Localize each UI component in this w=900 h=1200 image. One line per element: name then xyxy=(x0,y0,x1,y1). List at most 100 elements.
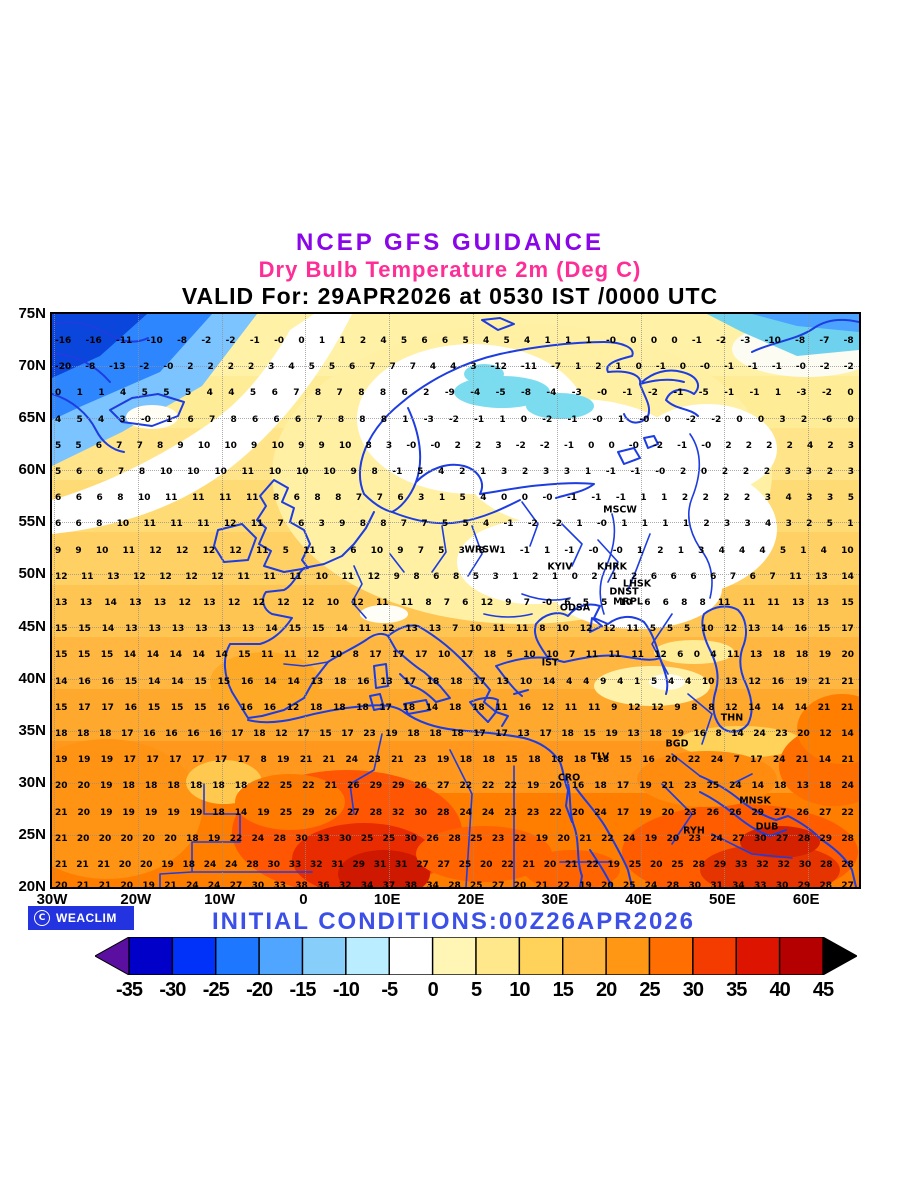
temperature-row: 21 20 20 20 20 20 18 19 22 24 28 30 33 30 25 25 30 26 28 25… xyxy=(55,834,854,844)
temperature-value: 5 xyxy=(163,388,170,399)
temperature-value: 24 xyxy=(622,833,636,844)
temperature-value: 0 xyxy=(679,362,687,373)
temperature-value: 30 xyxy=(688,881,701,889)
temperature-value: 15 xyxy=(100,650,114,661)
temperature-value: 24 xyxy=(186,881,199,889)
colorbar-tick-label: 20 xyxy=(596,979,617,1001)
temperature-value: 26 xyxy=(729,807,742,818)
temperature-value: 32 xyxy=(310,860,323,870)
temperature-value: 1 xyxy=(800,545,807,556)
temperature-value: 7 xyxy=(729,571,737,582)
temperature-value: 12 xyxy=(211,571,224,582)
temperature-value: 29 xyxy=(713,860,727,870)
temperature-value: 11 xyxy=(237,571,250,582)
temperature-value: 3 xyxy=(458,545,465,556)
valid-time-line: VALID For: 29APR2026 at 0530 IST /0000 U… xyxy=(181,283,719,309)
temperature-value: 11 xyxy=(742,598,756,608)
temperature-value: 14 xyxy=(171,676,184,687)
temperature-value: 13 xyxy=(815,571,828,582)
temperature-value: 18 xyxy=(774,781,787,792)
temperature-value: 24 xyxy=(729,781,742,792)
temperature-value: 11 xyxy=(495,702,508,713)
temperature-value: 5 xyxy=(649,624,657,635)
temperature-value: 20 xyxy=(661,807,675,818)
temperature-value: 14 xyxy=(751,781,765,792)
temperature-value: -8 xyxy=(177,336,188,346)
temperature-value: 21 xyxy=(795,755,809,766)
temperature-value: 8 xyxy=(230,414,237,425)
lon-label: 0 xyxy=(299,891,308,908)
temperature-value: 6 xyxy=(251,414,259,425)
city-label-tlv: TLV xyxy=(590,751,610,763)
temperature-value: 5 xyxy=(400,336,408,346)
temperature-value: 20 xyxy=(480,860,493,870)
temperature-row: 15 17 17 16 15 15 15 16 16 16 12 18 18 18 17 18 14 18 18 11… xyxy=(55,703,854,713)
temperature-value: 12 xyxy=(724,624,737,635)
temperature-value: 5 xyxy=(503,336,510,346)
temperature-value: 18 xyxy=(407,729,420,739)
temperature-value: 6 xyxy=(650,571,658,582)
temperature-value: 19 xyxy=(277,755,290,766)
temperature-value: 18 xyxy=(77,729,90,739)
temperature-value: 14 xyxy=(425,702,439,713)
temperature-value: 10 xyxy=(315,571,328,582)
temperature-value: 9 xyxy=(318,440,325,451)
temperature-value: 12 xyxy=(202,545,216,556)
temperature-value: 7 xyxy=(389,362,396,373)
temperature-value: -0 xyxy=(588,545,599,556)
temperature-value: 21 xyxy=(55,860,68,870)
temperature-value: 17 xyxy=(369,650,382,661)
colorbar-tick-label: -5 xyxy=(381,979,398,1001)
temperature-value: 19 xyxy=(144,807,158,818)
temperature-value: 4 xyxy=(785,493,792,504)
temperature-value: 20 xyxy=(666,833,680,844)
temperature-row: 21 21 21 20 20 19 18 24 24 28 30 33 32 31 29 31 31 27 27 25… xyxy=(55,860,854,870)
lon-minor-ticks xyxy=(52,887,859,889)
temperature-value: 18 xyxy=(449,676,463,687)
graticule-meridian xyxy=(305,314,307,887)
temperature-value: 3 xyxy=(805,467,813,477)
temperature-value: 2 xyxy=(532,571,539,582)
copyright-circle-icon: C xyxy=(34,910,50,926)
temperature-value: 29 xyxy=(352,860,366,870)
temperature-value: 2 xyxy=(359,336,367,346)
city-label-kyiv: KYIV xyxy=(547,561,573,573)
temperature-value: 18 xyxy=(122,781,135,792)
temperature-value: 26 xyxy=(347,781,360,792)
temperature-value: -1 xyxy=(622,388,633,399)
temperature-value: 7 xyxy=(452,624,459,635)
temperature-value: 12 xyxy=(725,702,738,713)
temperature-value: 9 xyxy=(339,519,346,530)
colorbar-tick-label: -15 xyxy=(289,979,317,1001)
temperature-value: -2 xyxy=(711,414,722,425)
temperature-value: 15 xyxy=(505,755,518,766)
temperature-value: 17 xyxy=(616,781,630,792)
temperature-value: 11 xyxy=(767,598,780,608)
temperature-value: -0 xyxy=(628,440,639,451)
temperature-value: 8 xyxy=(359,519,366,530)
temperature-value: -2 xyxy=(843,362,854,373)
temperature-value: -1 xyxy=(655,362,666,373)
temperature-value: 7 xyxy=(316,414,323,425)
temperature-value: -1 xyxy=(673,388,684,399)
temperature-value: 11 xyxy=(170,519,183,530)
temperature-value: 7 xyxy=(733,755,740,766)
temperature-value: 12 xyxy=(819,729,832,739)
temperature-value: -13 xyxy=(109,362,126,373)
temperature-value: -9 xyxy=(444,388,455,399)
temperature-value: 13 xyxy=(55,598,68,608)
city-label-mrpl: MRPL xyxy=(613,596,643,608)
temperature-value: -1 xyxy=(771,362,782,373)
temperature-value: 17 xyxy=(616,807,630,818)
temperature-value: 2 xyxy=(207,362,214,373)
temperature-value: 21 xyxy=(841,755,854,766)
lat-label: 40N xyxy=(18,669,46,687)
temperature-value: 2 xyxy=(702,493,709,504)
temperature-value: 24 xyxy=(251,833,265,844)
temperature-value: 1 xyxy=(621,519,628,530)
temperature-value: 11 xyxy=(631,650,644,661)
colorbar-labels: -35 -30 -25 -20 -15 -10 -5 0 5 10 15 20 25 30 35 40 45 xyxy=(95,979,857,1003)
temperature-value: 12 xyxy=(275,729,288,739)
temperature-row: 21 20 19 19 19 19 19 18 14 19 25 29 26 27 28 32 30 28 24 24… xyxy=(55,808,854,818)
temperature-value: 11 xyxy=(400,598,414,608)
